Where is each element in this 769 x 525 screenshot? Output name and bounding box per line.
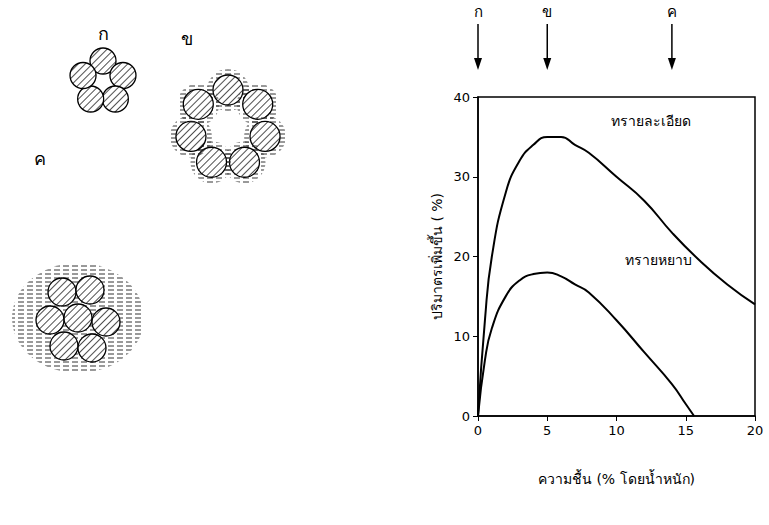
svg-text:ทรายละเอียด: ทรายละเอียด bbox=[611, 113, 691, 129]
svg-text:0: 0 bbox=[462, 409, 470, 424]
svg-text:20: 20 bbox=[453, 249, 470, 264]
svg-text:20: 20 bbox=[747, 423, 764, 438]
svg-text:ข: ข bbox=[542, 3, 552, 21]
svg-text:10: 10 bbox=[608, 423, 625, 438]
svg-text:10: 10 bbox=[453, 329, 470, 344]
svg-text:ก: ก bbox=[98, 23, 109, 44]
svg-text:15: 15 bbox=[677, 423, 694, 438]
svg-text:ค: ค bbox=[667, 3, 677, 21]
svg-text:30: 30 bbox=[453, 169, 470, 184]
svg-text:ทรายหยาบ: ทรายหยาบ bbox=[625, 252, 692, 268]
svg-text:ค: ค bbox=[34, 148, 46, 169]
svg-text:40: 40 bbox=[453, 90, 470, 105]
svg-text:ก: ก bbox=[474, 3, 483, 21]
svg-text:0: 0 bbox=[474, 423, 482, 438]
svg-text:ข: ข bbox=[181, 28, 193, 49]
svg-text:ความชื้น (% โดยน้ำหนัก): ความชื้น (% โดยน้ำหนัก) bbox=[538, 469, 695, 487]
svg-text:5: 5 bbox=[543, 423, 551, 438]
svg-text:ปริมาตรเพิ่มขึ้น ( %): ปริมาตรเพิ่มขึ้น ( %) bbox=[427, 193, 445, 320]
